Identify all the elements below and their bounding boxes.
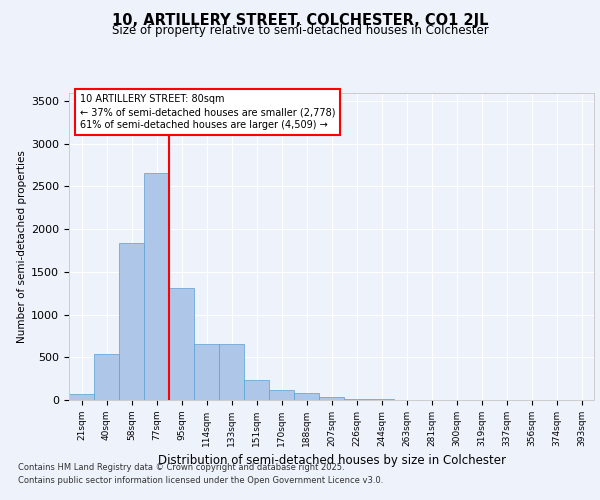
Bar [244,380,269,400]
Bar [219,344,244,400]
Bar [69,394,94,400]
Text: Contains public sector information licensed under the Open Government Licence v3: Contains public sector information licen… [18,476,383,485]
Bar [169,288,194,400]
Bar [144,173,169,400]
Bar [294,393,319,400]
Bar [269,390,294,400]
Bar [94,354,119,400]
Text: 10 ARTILLERY STREET: 80sqm
← 37% of semi-detached houses are smaller (2,778)
61%: 10 ARTILLERY STREET: 80sqm ← 37% of semi… [79,94,335,130]
Text: 10, ARTILLERY STREET, COLCHESTER, CO1 2JL: 10, ARTILLERY STREET, COLCHESTER, CO1 2J… [112,12,488,28]
X-axis label: Distribution of semi-detached houses by size in Colchester: Distribution of semi-detached houses by … [157,454,505,468]
Y-axis label: Number of semi-detached properties: Number of semi-detached properties [17,150,27,342]
Bar [119,243,144,400]
Bar [344,398,369,400]
Text: Contains HM Land Registry data © Crown copyright and database right 2025.: Contains HM Land Registry data © Crown c… [18,464,344,472]
Text: Size of property relative to semi-detached houses in Colchester: Size of property relative to semi-detach… [112,24,488,37]
Bar [194,344,219,400]
Bar [319,398,344,400]
